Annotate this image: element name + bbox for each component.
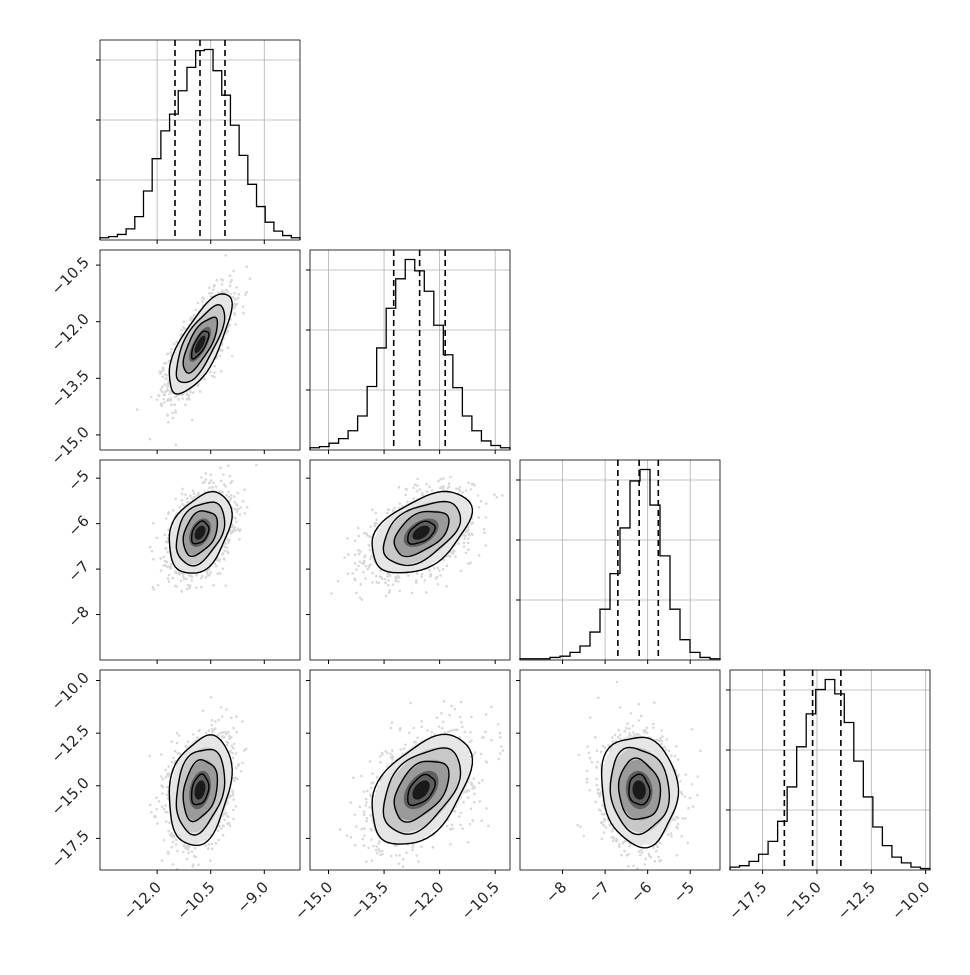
pair-panel-1-0-frame [99,249,301,451]
pair-panel-2-0-contour-2 [182,510,219,557]
x-tick-label: −15.0 [291,878,336,923]
pair-panel-3-0-contour-3 [190,773,210,806]
pair-panel-1-0-content [135,254,252,446]
y-tick-label: −15.0 [48,423,93,468]
y-tick-label: −8 [64,603,92,631]
x-tick-label: −10.5 [458,878,503,923]
pair-panel-3-1-contour-0 [371,733,474,845]
pair-panel-3-0 [96,669,301,874]
pair-panel-3-2 [516,669,721,874]
y-tick-label: −12.0 [48,310,93,355]
pair-panel-1-0-contour-2 [182,316,219,374]
pair-panel-3-2-frame [519,669,721,871]
pair-panel-2-0-contour-3 [190,520,210,545]
histogram-3-bars [729,678,931,870]
pair-panel-1-0-contour-0 [168,293,233,395]
histogram-2-frame [519,459,721,661]
x-tick-label: −15.0 [780,878,825,923]
pair-panel-3-1-contour-1 [382,747,462,835]
pair-panel-3-1 [306,669,511,874]
pair-panel-3-2-contour-3 [628,773,651,806]
pair-panel-2-0 [96,459,301,664]
x-tick-label: −9.0 [234,878,272,916]
pair-panel-3-2-content [576,680,702,870]
y-tick-label: −17.5 [48,827,93,872]
pair-panel-2-1 [306,459,511,664]
pair-panel-3-1-content [338,700,505,868]
x-tick-label: −10.0 [888,878,933,923]
pair-panel-2-1-density-4 [412,525,430,540]
pair-panel-3-0-contour-0 [168,734,233,847]
pair-panel-2-1-frame [309,459,511,661]
pair-panel-2-1-contour-0 [371,490,474,574]
y-tick-label: −13.5 [48,366,93,411]
pair-panel-2-0-contour-0 [168,490,233,574]
pair-panel-1-0 [96,249,301,454]
pair-panel-2-1-contour-1 [382,500,462,567]
pair-panel-2-1-contour-3 [407,520,436,545]
pair-panel-2-1-contour-2 [393,510,450,558]
pair-panel-3-1-contour-3 [407,773,436,806]
x-tick-label: −12.0 [120,878,165,923]
pair-panel-3-0-content [148,696,248,870]
pair-panel-3-0-frame [99,669,301,871]
pair-panel-2-0-contour-1 [175,501,226,567]
histogram-panel-2 [516,459,721,664]
pair-panel-2-0-frame [99,459,301,661]
histogram-0-frame [99,39,301,241]
pair-panel-3-0-contour-1 [175,748,226,836]
y-tick-label: −15.0 [48,774,93,819]
histogram-3-frame [729,669,931,871]
x-tick-label: −12.0 [402,878,447,923]
pair-panel-3-1-contour-2 [393,760,450,823]
pair-panel-3-0-contour-2 [182,758,219,823]
histogram-1-frame [309,249,511,451]
histogram-2-bars [519,468,721,660]
y-tick-label: −12.5 [48,721,93,766]
pair-panel-1-0-contour-3 [190,330,210,360]
y-tick-label: −7 [64,557,92,585]
y-tick-label: −5 [64,466,92,494]
pair-panel-1-0-density-4 [194,335,206,354]
x-tick-label: −6 [627,878,655,906]
pair-panel-3-2-density-4 [632,780,646,800]
y-tick-label: −6 [64,512,92,540]
histogram-1-bars [309,258,511,450]
pair-panel-3-1-density-4 [412,780,430,800]
x-tick-label: −12.5 [834,878,879,923]
pair-panel-3-2-contour-1 [609,746,670,836]
x-tick-label: −8 [542,878,570,906]
pair-panel-3-2-contour-0 [600,736,680,849]
histogram-panel-0 [96,39,301,244]
y-tick-label: −10.5 [48,253,93,298]
x-tick-label: −10.5 [173,878,218,923]
x-tick-label: −7 [585,878,613,906]
pair-panel-3-2-contour-2 [617,757,662,821]
x-tick-label: −5 [670,878,698,906]
pair-panel-2-1-content [330,475,504,601]
histogram-panel-3 [726,669,931,874]
histogram-panel-1 [306,249,511,454]
x-tick-label: −13.5 [347,878,392,923]
pair-panel-3-1-frame [309,669,511,871]
pair-panel-1-0-contour-1 [175,303,226,384]
pair-panel-2-0-density-4 [194,525,206,540]
x-tick-label: −17.5 [725,878,770,923]
pair-panel-3-0-density-4 [194,780,206,800]
y-tick-label: −10.0 [48,669,93,714]
pair-panel-2-0-content [148,463,258,593]
